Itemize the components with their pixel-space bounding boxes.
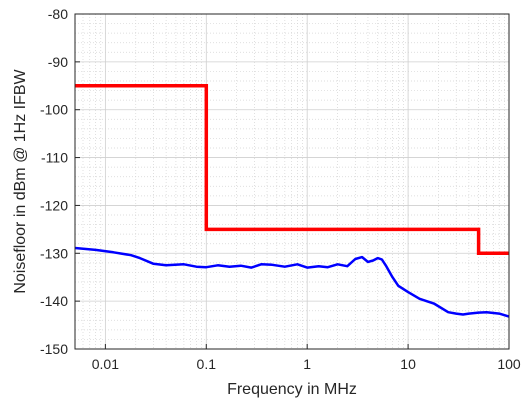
x-axis-label: Frequency in MHz bbox=[227, 381, 357, 398]
x-tick-label: 0.1 bbox=[197, 356, 217, 372]
y-axis-label: Noisefloor in dBm @ 1Hz IFBW bbox=[12, 68, 29, 293]
ticks-layer: 0.01 0.1 1 10 100 -80 -90 -100 -110 -120 -130 -140 -… bbox=[40, 6, 521, 372]
y-tick-label: -120 bbox=[40, 197, 68, 213]
x-tick-label: 1 bbox=[303, 356, 311, 372]
y-tick-label: -100 bbox=[40, 102, 68, 118]
x-tick-label: 0.01 bbox=[92, 356, 119, 372]
plot-frame bbox=[74, 13, 510, 350]
y-tick-label: -80 bbox=[48, 6, 68, 22]
y-tick-label: -90 bbox=[48, 54, 68, 70]
y-tick-label: -130 bbox=[40, 245, 68, 261]
y-tick-label: -140 bbox=[40, 293, 68, 309]
x-tick-label: 100 bbox=[497, 356, 521, 372]
y-tick-label: -110 bbox=[41, 150, 68, 166]
limit-line-red bbox=[75, 84, 509, 256]
series-layer bbox=[74, 84, 510, 318]
minor-grid bbox=[75, 14, 509, 349]
noisefloor-line-blue bbox=[74, 246, 510, 318]
x-tick-label: 10 bbox=[400, 356, 416, 372]
y-tick-label: -150 bbox=[40, 341, 68, 357]
